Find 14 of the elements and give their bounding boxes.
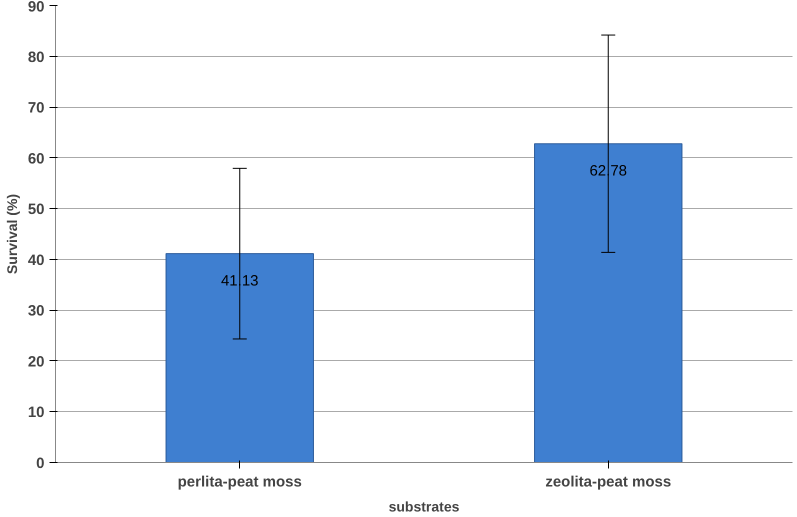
x-axis-title: substrates [388,498,460,514]
x-tick-label: zeolita-peat moss [545,474,672,490]
y-tick-label: 90 [28,0,45,16]
y-tick-label: 0 [36,455,44,472]
y-tick-label: 50 [28,201,45,218]
y-tick-label: 10 [28,404,45,422]
y-tick-label: 40 [28,252,45,269]
x-tick-label: perlita-peat moss [178,474,302,490]
y-tick-label: 30 [28,302,45,320]
y-axis-title: Survival (%) [4,194,20,274]
y-tick-label: 60 [28,150,45,168]
y-tick-label: 70 [28,100,45,117]
y-tick-label: 80 [28,48,45,66]
y-tick-label: 20 [28,353,45,370]
